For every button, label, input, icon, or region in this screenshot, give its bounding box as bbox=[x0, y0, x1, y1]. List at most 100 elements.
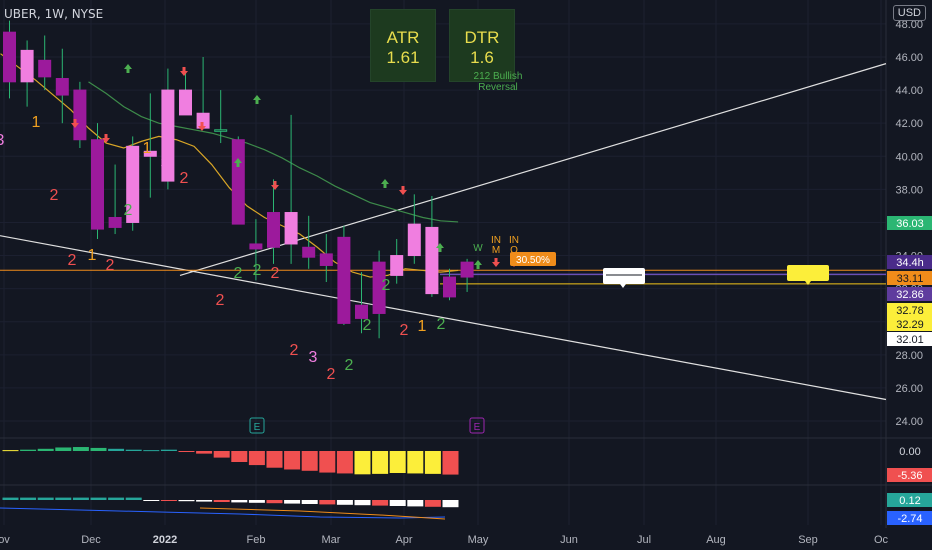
currency-badge[interactable]: USD bbox=[892, 5, 926, 21]
flag-q: Q bbox=[510, 245, 518, 256]
indicator2-bar bbox=[72, 497, 89, 500]
indicator1-bar bbox=[442, 451, 459, 475]
count-label: 2 bbox=[234, 265, 243, 282]
count-label: 3 bbox=[0, 132, 5, 149]
count-label: 2 bbox=[216, 292, 225, 309]
indicator2-bar bbox=[231, 500, 248, 503]
price-pill-purple: 32.86 bbox=[896, 289, 924, 301]
down-arrow-icon bbox=[180, 67, 188, 76]
indicator2-bar bbox=[55, 497, 72, 500]
indicator1-bar bbox=[284, 451, 301, 470]
indicator1-bar bbox=[108, 448, 125, 451]
candle-body bbox=[20, 49, 34, 83]
indicator1-bar bbox=[424, 451, 441, 474]
candle-body bbox=[249, 243, 263, 250]
indicator2-bar bbox=[20, 497, 37, 500]
reversal-line1: 212 Bullish bbox=[473, 71, 523, 82]
candle-body bbox=[284, 212, 298, 245]
indicator2-bar bbox=[407, 500, 424, 507]
y-tick-label: 46.00 bbox=[895, 52, 923, 64]
indicator2-bar bbox=[213, 500, 230, 502]
indicator2-top-bg bbox=[887, 493, 932, 507]
candle-body bbox=[355, 304, 368, 319]
yellow-callout bbox=[787, 265, 829, 281]
indicator2-signal bbox=[199, 507, 446, 520]
count-label: 2 bbox=[68, 252, 77, 269]
pct-tag-box bbox=[510, 252, 556, 266]
price-pill-countdown: 34.4h bbox=[896, 257, 924, 269]
indicator2-bar bbox=[160, 500, 177, 501]
y-tick-label: 26.00 bbox=[895, 383, 923, 395]
up-arrow-icon bbox=[253, 95, 261, 104]
count-label: 2 bbox=[180, 170, 189, 187]
atr-value: 1.61 bbox=[386, 48, 420, 67]
indicator2-bar bbox=[2, 497, 19, 500]
candle-body bbox=[38, 59, 52, 78]
indicator2-bar bbox=[424, 500, 441, 507]
earnings-e-label: E bbox=[254, 422, 261, 433]
candle-body bbox=[161, 89, 175, 182]
indicator2-bottom-bg bbox=[887, 511, 932, 525]
indicator2-bar bbox=[266, 500, 283, 504]
reversal-line2: Reversal bbox=[478, 82, 518, 93]
down-arrow-icon bbox=[399, 186, 407, 195]
indicator1-bar bbox=[301, 451, 318, 471]
candle-body bbox=[179, 89, 192, 116]
indicator2-bar bbox=[442, 500, 459, 508]
flag-in: IN bbox=[509, 235, 519, 246]
y-tick-label: 42.00 bbox=[895, 118, 923, 130]
atr-label: ATR bbox=[386, 28, 420, 47]
price-pill-ma-green: 36.03 bbox=[896, 218, 924, 230]
candle-body bbox=[460, 261, 474, 278]
y-tick-label: 24.00 bbox=[895, 416, 923, 428]
y-tick-label: 48.00 bbox=[895, 19, 923, 31]
indicator2-bar bbox=[108, 497, 125, 500]
indicator2-bar bbox=[284, 500, 301, 504]
count-label: 2 bbox=[363, 317, 372, 334]
indicator1-bar bbox=[372, 451, 389, 474]
candle-body bbox=[214, 129, 228, 132]
count-label: 2 bbox=[253, 262, 262, 279]
candle-body bbox=[302, 246, 316, 258]
dtr-box: DTR 1.6 bbox=[449, 9, 515, 82]
count-label: 2 bbox=[400, 322, 409, 339]
x-tick-label: Dec bbox=[81, 534, 101, 546]
candle-body bbox=[3, 31, 16, 83]
indicator1-bar bbox=[389, 451, 406, 473]
count-label: 2 bbox=[124, 202, 133, 219]
earnings-marker bbox=[249, 417, 265, 434]
white-callout bbox=[603, 268, 645, 284]
price-pill-purple-bg bbox=[887, 287, 932, 301]
candle-body bbox=[267, 212, 280, 248]
candle-body bbox=[390, 255, 404, 276]
count-label: 1 bbox=[88, 247, 97, 264]
down-arrow-icon bbox=[102, 134, 110, 143]
indicator1-bar bbox=[37, 448, 54, 451]
candle-body bbox=[337, 236, 351, 324]
indicator2-bar bbox=[389, 500, 406, 506]
indicator1-bar bbox=[20, 449, 37, 451]
symbol-title[interactable]: UBER, 1W, NYSE bbox=[4, 7, 104, 21]
indicator1-bar bbox=[319, 451, 336, 473]
count-label: 3 bbox=[161, 155, 170, 172]
pct-tag-label: 30.50% bbox=[516, 255, 550, 266]
y-tick-label: 28.00 bbox=[895, 350, 923, 362]
indicator2-bar bbox=[178, 500, 195, 502]
count-label: 2 bbox=[345, 357, 354, 374]
indicator1-bottom: -5.36 bbox=[897, 470, 922, 482]
x-tick-label: ov bbox=[0, 534, 10, 546]
indicator2-bar bbox=[372, 500, 389, 506]
indicator1-bar bbox=[2, 450, 19, 452]
indicator2-bar bbox=[143, 500, 160, 501]
x-tick-label: May bbox=[468, 534, 489, 546]
up-arrow-icon bbox=[436, 243, 444, 252]
count-label: 1 bbox=[143, 140, 152, 157]
y-tick-label: 40.00 bbox=[895, 151, 923, 163]
indicator1-top: 0.00 bbox=[899, 446, 920, 458]
price-pill-yellow2: 32.29 bbox=[896, 319, 924, 331]
indicator2-bar bbox=[196, 500, 213, 502]
y-tick-label: 44.00 bbox=[895, 85, 923, 97]
count-label: 2 bbox=[106, 257, 115, 274]
candle-body bbox=[319, 253, 333, 266]
